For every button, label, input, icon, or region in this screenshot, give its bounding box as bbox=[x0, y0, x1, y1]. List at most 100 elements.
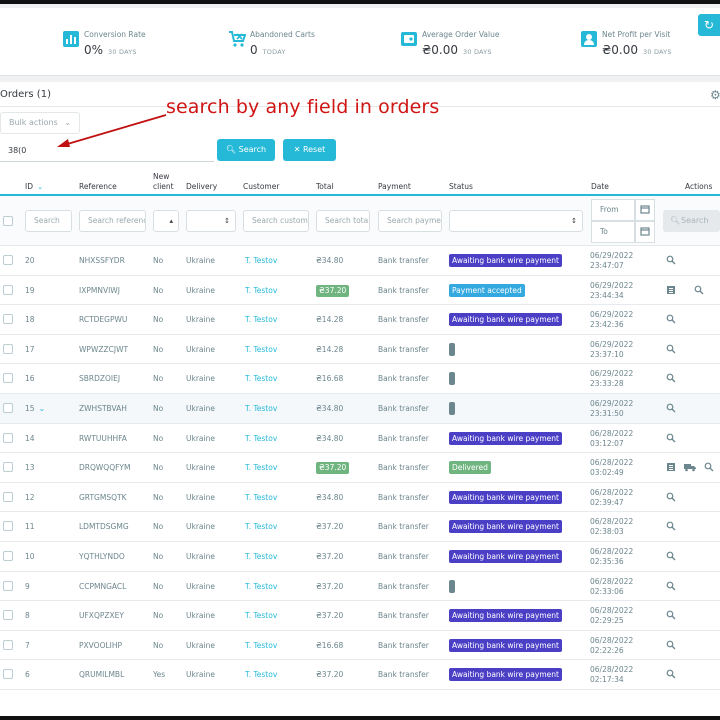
row-checkbox[interactable] bbox=[3, 255, 13, 265]
table-row[interactable]: 20 NHXSSFYDR No Ukraine T. Testov ₴34.80… bbox=[0, 246, 720, 276]
customer-link[interactable]: T. Testov bbox=[245, 551, 278, 561]
status-badge[interactable]: Awaiting bank wire payment bbox=[449, 609, 562, 623]
table-row[interactable]: 12 GRTGMSQTK No Ukraine T. Testov ₴34.80… bbox=[0, 483, 720, 513]
table-row[interactable]: 13 DRQWQQFYM No Ukraine T. Testov ₴37.20… bbox=[0, 453, 720, 483]
status-filter-select[interactable]: ↕ bbox=[449, 210, 583, 232]
status-badge[interactable]: Awaiting bank wire payment bbox=[449, 668, 562, 682]
customer-link[interactable]: T. Testov bbox=[245, 374, 278, 384]
reset-button[interactable]: ✕ Reset bbox=[283, 139, 336, 161]
row-checkbox[interactable] bbox=[3, 521, 13, 532]
row-checkbox[interactable] bbox=[3, 491, 13, 502]
row-checkbox[interactable] bbox=[3, 580, 13, 591]
reference-filter-input[interactable]: Search reference bbox=[79, 210, 146, 232]
row-checkbox[interactable] bbox=[3, 462, 13, 473]
view-icon[interactable] bbox=[666, 403, 676, 413]
view-icon[interactable] bbox=[666, 492, 676, 502]
column-payment[interactable]: Payment bbox=[378, 182, 411, 191]
customer-link[interactable]: T. Testov bbox=[245, 315, 278, 325]
customer-link[interactable]: T. Testov bbox=[245, 433, 278, 443]
payment-filter-input[interactable]: Search payment bbox=[378, 210, 442, 232]
invoice-icon[interactable] bbox=[666, 285, 676, 295]
table-row[interactable]: 17 WPWZZCJWT No Ukraine T. Testov ₴14.28… bbox=[0, 335, 720, 365]
customer-link[interactable]: T. Testov bbox=[245, 256, 278, 265]
view-icon[interactable] bbox=[666, 344, 676, 354]
gear-icon[interactable]: ⚙ bbox=[710, 88, 720, 100]
view-icon[interactable] bbox=[666, 373, 676, 383]
status-badge[interactable]: Awaiting bank wire payment bbox=[449, 254, 562, 267]
calendar-icon[interactable] bbox=[635, 221, 655, 243]
customer-link[interactable]: T. Testov bbox=[245, 581, 278, 591]
table-row[interactable]: 14 RWTUUHHFA No Ukraine T. Testov ₴34.80… bbox=[0, 424, 720, 454]
customer-link[interactable]: T. Testov bbox=[245, 285, 278, 295]
status-badge[interactable] bbox=[449, 342, 455, 356]
view-icon[interactable] bbox=[694, 285, 704, 295]
invoice-icon[interactable] bbox=[666, 462, 676, 472]
calendar-icon[interactable] bbox=[635, 199, 655, 221]
date-from-input[interactable]: From bbox=[591, 199, 635, 221]
table-row[interactable]: 11 LDMTDSGMG No Ukraine T. Testov ₴37.20… bbox=[0, 512, 720, 542]
customer-link[interactable]: T. Testov bbox=[245, 522, 278, 532]
select-all-checkbox[interactable] bbox=[3, 216, 13, 226]
view-icon[interactable] bbox=[666, 551, 676, 561]
filter-search-button[interactable]: 🔍︎ Search bbox=[663, 210, 720, 232]
customer-link[interactable]: T. Testov bbox=[245, 492, 278, 502]
status-badge[interactable]: Awaiting bank wire payment bbox=[449, 490, 562, 504]
table-row[interactable]: 6 QRUMILMBL Yes Ukraine T. Testov ₴37.20… bbox=[0, 660, 720, 690]
view-icon[interactable] bbox=[666, 255, 676, 265]
row-checkbox[interactable] bbox=[3, 610, 13, 621]
status-badge[interactable]: Awaiting bank wire payment bbox=[449, 313, 562, 327]
status-badge[interactable]: Awaiting bank wire payment bbox=[449, 431, 562, 445]
view-icon[interactable] bbox=[704, 462, 714, 472]
customer-filter-input[interactable]: Search customer bbox=[243, 210, 309, 232]
view-icon[interactable] bbox=[666, 669, 676, 679]
customer-link[interactable]: T. Testov bbox=[245, 344, 278, 354]
refresh-button[interactable]: ↻ bbox=[698, 14, 720, 36]
column-id[interactable]: ID ⌄ bbox=[25, 182, 44, 191]
row-checkbox[interactable] bbox=[3, 314, 13, 325]
status-badge[interactable] bbox=[449, 372, 455, 386]
delivery-filter-select[interactable]: ↕ bbox=[186, 210, 236, 232]
row-checkbox[interactable] bbox=[3, 432, 13, 443]
row-checkbox[interactable] bbox=[3, 373, 13, 384]
status-badge[interactable]: Payment accepted bbox=[449, 283, 525, 297]
column-status[interactable]: Status bbox=[449, 182, 473, 191]
customer-link[interactable]: T. Testov bbox=[245, 403, 278, 413]
row-checkbox[interactable] bbox=[3, 550, 13, 561]
id-filter-input[interactable]: Search bbox=[25, 210, 72, 232]
customer-link[interactable]: T. Testov bbox=[245, 463, 278, 473]
table-row[interactable]: 18 RCTDEGPWU No Ukraine T. Testov ₴14.28… bbox=[0, 305, 720, 335]
column-total[interactable]: Total bbox=[316, 182, 334, 191]
row-checkbox[interactable] bbox=[3, 284, 13, 295]
column-date[interactable]: Date bbox=[591, 182, 609, 191]
row-checkbox[interactable] bbox=[3, 669, 13, 680]
table-row[interactable]: 19 IXPMNVIWJ No Ukraine T. Testov ₴37.20… bbox=[0, 276, 720, 306]
view-icon[interactable] bbox=[666, 610, 676, 620]
view-icon[interactable] bbox=[666, 581, 676, 591]
customer-link[interactable]: T. Testov bbox=[245, 640, 278, 650]
customer-link[interactable]: T. Testov bbox=[245, 611, 278, 621]
expand-chevron-icon[interactable]: ⌄ bbox=[38, 403, 46, 413]
column-reference[interactable]: Reference bbox=[79, 182, 117, 191]
column-new-client[interactable]: New client bbox=[153, 172, 174, 191]
table-row[interactable]: 7 PXVOOLIHP No Ukraine T. Testov ₴16.68 … bbox=[0, 631, 720, 661]
status-badge[interactable] bbox=[449, 579, 455, 593]
bulk-actions-button[interactable]: Bulk actions ⌄ bbox=[0, 112, 80, 134]
status-badge[interactable] bbox=[449, 401, 455, 415]
table-row[interactable]: 16 SBRDZOIEJ No Ukraine T. Testov ₴16.68… bbox=[0, 364, 720, 394]
truck-icon[interactable] bbox=[684, 462, 696, 472]
table-row[interactable]: 8 UFXQPZXEY No Ukraine T. Testov ₴37.20 … bbox=[0, 601, 720, 631]
table-row[interactable]: 10 YQTHLYNDO No Ukraine T. Testov ₴37.20… bbox=[0, 542, 720, 572]
view-icon[interactable] bbox=[666, 314, 676, 324]
search-input[interactable]: 38(0 bbox=[0, 140, 214, 162]
search-button[interactable]: 🔍︎ Search bbox=[217, 139, 275, 161]
view-icon[interactable] bbox=[666, 433, 676, 443]
status-badge[interactable]: Delivered bbox=[449, 461, 491, 475]
column-delivery[interactable]: Delivery bbox=[186, 182, 218, 191]
total-filter-input[interactable]: Search total bbox=[316, 210, 370, 232]
table-row[interactable]: 15 ⌄ ZWHSTBVAH No Ukraine T. Testov ₴34.8… bbox=[0, 393, 720, 424]
view-icon[interactable] bbox=[666, 640, 676, 650]
status-badge[interactable]: Awaiting bank wire payment bbox=[449, 549, 562, 563]
status-badge[interactable]: Awaiting bank wire payment bbox=[449, 520, 562, 534]
date-to-input[interactable]: To bbox=[591, 221, 635, 243]
row-checkbox[interactable] bbox=[3, 343, 13, 354]
